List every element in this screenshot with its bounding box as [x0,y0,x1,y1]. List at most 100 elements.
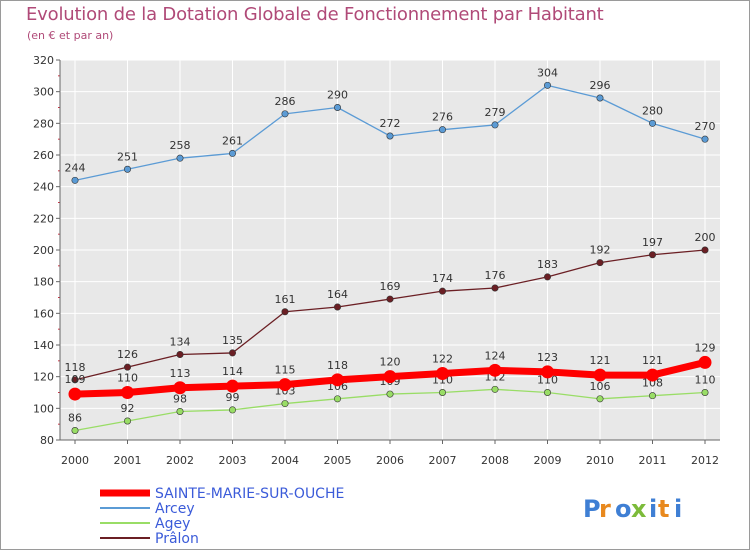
data-point [698,355,712,369]
data-point [491,121,499,129]
data-point [648,119,656,127]
data-point [543,81,551,89]
data-point [333,303,341,311]
data-point [543,388,551,396]
series-pr-lon: 118 126 134 135 161 164 169 174 176 183 192 197 200 [65,231,716,384]
data-label: 244 [65,161,86,174]
data-point [386,295,394,303]
data-point [281,400,289,408]
data-point [596,395,604,403]
data-point [71,376,79,384]
data-point [71,176,79,184]
data-point [543,273,551,281]
y-tick-label: 140 [33,339,54,352]
data-point [229,406,237,414]
y-tick-label: 100 [33,402,54,415]
data-point [229,349,237,357]
data-label: 200 [695,231,716,244]
data-label: 120 [380,356,401,369]
x-tick-label: 2002 [166,454,194,467]
y-tick-label: 200 [33,244,54,257]
data-label: 174 [432,272,453,285]
data-label: 121 [590,354,611,367]
y-tick-label: 240 [33,181,54,194]
data-label: 169 [380,280,401,293]
series-sainte-marie-sur-ouche: 109 110 113 114 115 118 120 122 124 123 121 121 129 [65,341,716,401]
data-label: 129 [695,341,716,354]
data-point [121,386,134,399]
y-tick-label: 160 [33,307,54,320]
x-tick-label: 2000 [61,454,89,467]
x-tick-label: 2010 [586,454,614,467]
x-tick-label: 2006 [376,454,404,467]
data-label: 113 [170,367,191,380]
data-label: 114 [222,365,243,378]
x-tick-label: 2004 [271,454,299,467]
data-label: 99 [226,391,240,404]
data-label: 280 [642,104,663,117]
data-point [331,373,344,387]
x-tick-label: 2003 [219,454,247,467]
data-point [226,379,239,393]
data-point [491,385,499,393]
data-point [438,388,446,396]
data-label: 110 [695,374,716,387]
y-tick-label: 260 [33,149,54,162]
data-label: 108 [642,377,663,390]
data-label: 118 [65,361,86,374]
data-label: 286 [275,95,296,108]
data-label: 106 [590,380,611,393]
data-label: 121 [642,354,663,367]
data-label: 115 [275,364,296,377]
data-label: 110 [117,372,138,385]
y-tick-label: 80 [40,434,54,447]
data-point [386,132,394,140]
y-tick-label: 180 [33,276,54,289]
data-point [491,284,499,292]
data-label: 86 [68,412,82,425]
data-point [701,135,709,143]
axes: 80 100 120 140 160 180 200 220 240 260 280 300 320 20… [33,54,720,467]
data-label: 192 [590,244,611,257]
data-point [68,387,82,401]
data-point [176,154,184,162]
logo-letter: t [658,495,669,523]
data-label: 176 [485,269,506,282]
data-label: 164 [327,288,348,301]
y-tick-label: 220 [33,212,54,225]
y-tick-label: 300 [33,86,54,99]
chart-subtitle: (en € et par an) [27,29,114,42]
legend-label: Agey [155,516,190,532]
data-label: 123 [537,351,558,364]
data-label: 296 [590,79,611,92]
data-label: 304 [537,66,558,79]
data-point [593,368,607,382]
legend-label: SAINTE-MARIE-SUR-OUCHE [155,486,344,502]
logo-letter: r [599,495,611,523]
data-point [333,395,341,403]
x-tick-label: 2009 [534,454,562,467]
data-label: 270 [695,120,716,133]
data-point [436,367,449,380]
data-point [701,388,709,396]
x-tick-label: 2011 [639,454,667,467]
data-label: 126 [117,348,138,361]
data-label: 161 [275,293,296,306]
logo-letter: P [583,495,601,523]
data-point [438,126,446,134]
data-label: 251 [117,150,138,163]
data-point [541,365,554,379]
data-point [488,363,502,377]
data-label: 258 [170,139,191,152]
data-point [176,407,184,415]
data-point [646,368,659,382]
series-group: 244 251 258 261 286 290 272 276 279 304 296 280 270 1… [65,66,716,434]
y-tick-label: 280 [33,117,54,130]
legend-label: Arcey [155,501,195,517]
data-point [173,381,187,395]
series-arcey: 244 251 258 261 286 290 272 276 279 304 296 280 270 [65,66,716,184]
data-point [701,246,709,254]
data-label: 122 [432,353,453,366]
data-point [333,104,341,112]
